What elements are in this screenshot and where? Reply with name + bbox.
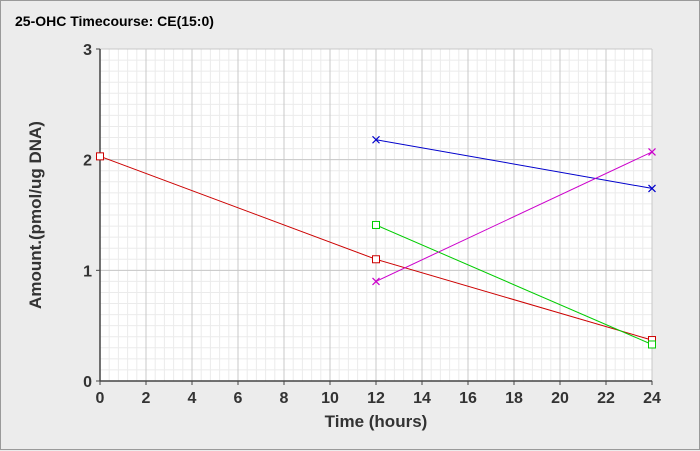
x-tick-label: 12 [367, 390, 385, 407]
x-tick-label: 10 [321, 390, 339, 407]
y-tick-label: 2 [83, 153, 92, 170]
grid [99, 48, 653, 382]
data-point [648, 184, 656, 193]
x-tick-label: 24 [643, 390, 661, 407]
x-tick-label: 8 [280, 390, 289, 407]
x-tick-label: 6 [234, 390, 243, 407]
series-group [96, 135, 656, 349]
axes [96, 48, 653, 385]
x-tick-label: 2 [142, 390, 151, 407]
data-point [648, 340, 656, 349]
y-axis-title: Amount.(pmol/ug DNA) [26, 121, 45, 309]
data-point [372, 220, 380, 229]
series-line [375, 139, 653, 189]
data-point [372, 277, 380, 286]
x-tick-label: 4 [188, 390, 197, 407]
series-1 [96, 152, 656, 345]
data-point-stroke [648, 184, 656, 193]
x-tick-label: 22 [597, 390, 615, 407]
y-tick-label: 0 [83, 374, 92, 391]
series-2 [372, 220, 656, 349]
data-point-stroke [372, 135, 380, 144]
series-line [375, 224, 653, 345]
data-point-stroke [372, 277, 380, 286]
x-tick-label: 16 [459, 390, 477, 407]
data-point-stroke [648, 147, 656, 156]
chart-title: 25-OHC Timecourse: CE(15:0) [15, 13, 214, 29]
x-tick-label: 20 [551, 390, 569, 407]
x-tick-label: 0 [96, 390, 105, 407]
x-tick-label: 18 [505, 390, 523, 407]
series-3 [372, 135, 656, 193]
series-line [375, 151, 653, 282]
series-4 [372, 147, 656, 286]
x-tick-label: 14 [413, 390, 431, 407]
y-tick-label: 1 [83, 263, 92, 280]
data-point [372, 135, 380, 144]
y-tick-label: 3 [83, 42, 92, 59]
x-axis-title: Time (hours) [325, 412, 428, 431]
data-point [648, 147, 656, 156]
data-point [372, 255, 380, 264]
data-point [96, 152, 104, 161]
